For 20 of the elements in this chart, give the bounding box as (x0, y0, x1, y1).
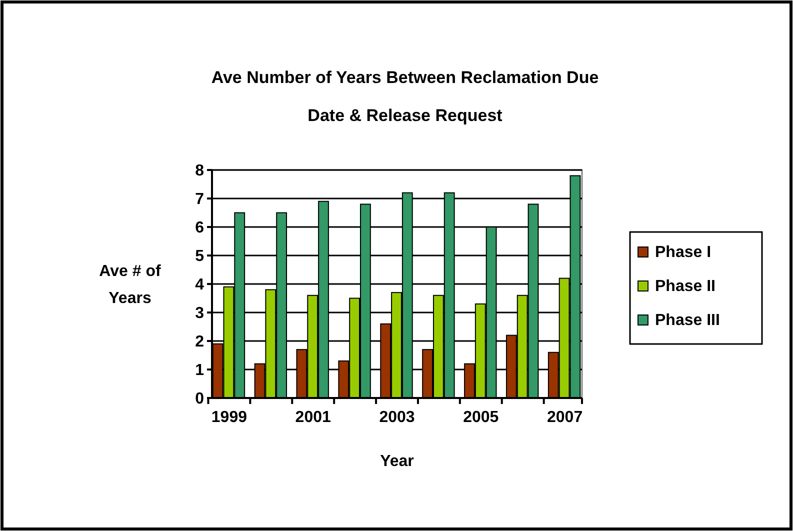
y-tick-label: 1 (195, 362, 204, 380)
y-tick-label: 0 (195, 390, 204, 408)
y-axis-title: Ave # of Years (99, 263, 162, 307)
legend-label: Phase I (655, 244, 712, 261)
y-tick-label: 4 (195, 276, 204, 294)
x-tick-label: 1999 (211, 409, 248, 426)
legend-label: Phase III (655, 312, 720, 329)
y-tick-label: 2 (195, 334, 204, 351)
y-tick-label: 6 (195, 220, 204, 237)
chart-title: Ave Number of Years Between Reclamation Due Date & Release Request (211, 68, 599, 125)
x-tick-label: 2001 (295, 409, 331, 426)
y-tick-label: 5 (195, 248, 204, 266)
x-axis-title: Year (380, 453, 414, 470)
y-tick-label: 3 (195, 305, 204, 322)
legend-label: Phase II (655, 278, 716, 295)
y-tick-label: 8 (195, 162, 204, 180)
x-tick-label: 2003 (379, 409, 415, 426)
x-tick-label: 2005 (463, 409, 499, 426)
x-tick-label: 2007 (547, 409, 583, 426)
y-tick-label: 7 (195, 191, 204, 208)
